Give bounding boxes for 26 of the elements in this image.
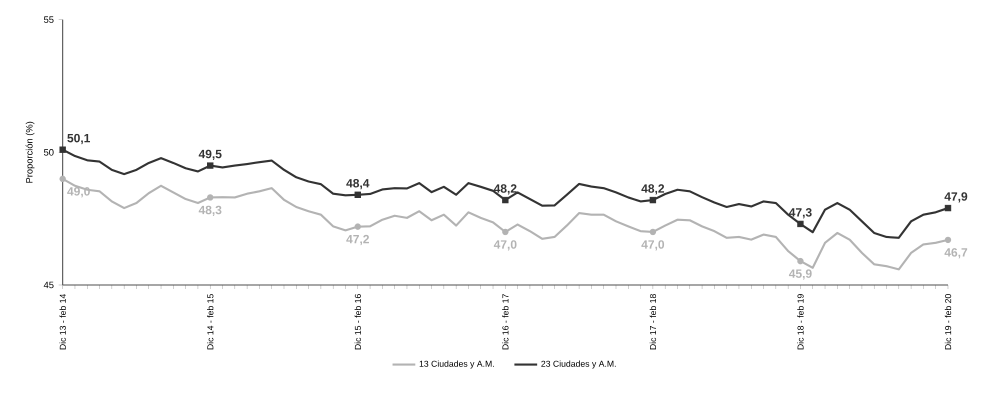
data-label: 45,9: [788, 269, 812, 280]
x-tick-label: Dic 19 - feb 20: [944, 294, 952, 350]
data-label: 46,7: [944, 248, 968, 258]
data-label: 47,0: [494, 240, 517, 250]
y-tick-label: 50: [44, 149, 54, 156]
legend-label: 13 Ciudades y A.M.: [420, 360, 494, 369]
legend-label: 23 Ciudades y A.M.: [541, 360, 616, 369]
data-label: 50,1: [67, 134, 90, 144]
x-tick-label: Dic 18 - feb 19: [797, 294, 804, 350]
x-tick-label: Dic 16 - feb 17: [502, 294, 509, 350]
y-tick-label: 45: [44, 282, 54, 288]
data-label: 47,9: [944, 192, 968, 202]
data-label: 47,0: [641, 240, 664, 250]
data-label: 48,2: [494, 184, 517, 194]
y-tick-label: 55: [44, 16, 54, 23]
y-axis-title: Proporción (%): [26, 122, 34, 183]
data-label: 49,5: [198, 150, 222, 160]
data-label: 48,2: [641, 184, 664, 194]
data-label: 48,4: [346, 178, 370, 190]
data-label: 48,3: [198, 206, 222, 216]
data-label: 47,2: [346, 234, 369, 246]
x-tick-label: Dic 13 - feb 14: [59, 294, 66, 350]
x-tick-label: Dic 15 - feb 16: [354, 294, 361, 350]
x-tick-label: Dic 14 - feb 15: [207, 294, 214, 350]
data-label: 47,3: [788, 208, 812, 218]
x-tick-label: Dic 17 - feb 18: [650, 294, 656, 350]
